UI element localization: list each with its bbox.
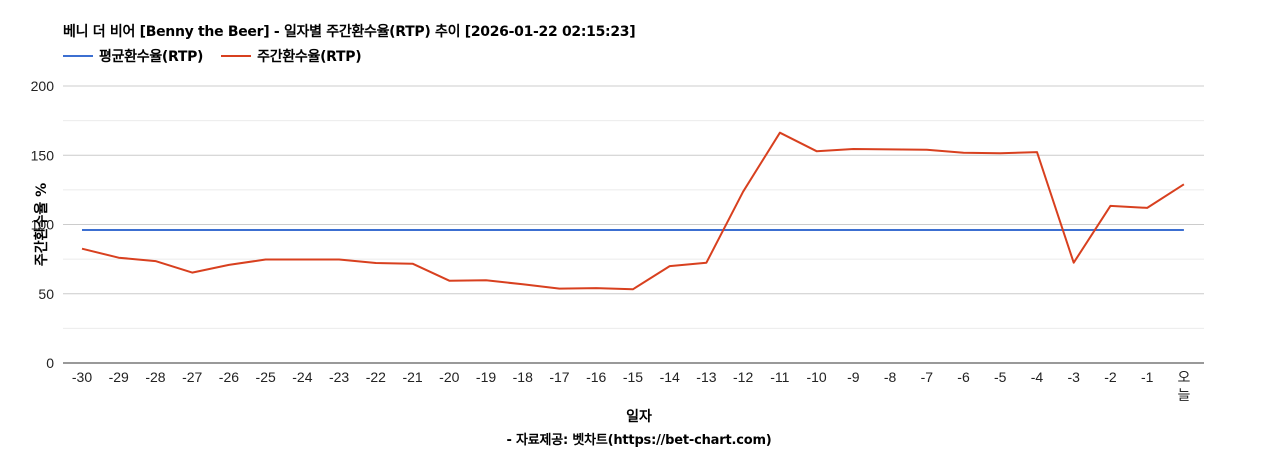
y-axis-ticks: 0 50 100 150 200 [31, 78, 55, 371]
legend-item-weekly-rtp[interactable]: 주간환수율(RTP) [221, 46, 362, 66]
x-tick-label: -18 [513, 369, 533, 385]
x-tick-label: -16 [586, 369, 606, 385]
legend-label: 주간환수율(RTP) [257, 49, 362, 65]
x-tick-label: -6 [957, 369, 970, 385]
chart-title: 베니 더 비어 [Benny the Beer] - 일자별 주간환수율(RTP… [63, 24, 636, 40]
x-tick-label: -21 [402, 369, 422, 385]
x-axis-ticks: -30 -29 -28 -27 -26 -25 -24 -23 -22 -21 -20 -19 -18-… [72, 369, 1191, 403]
legend: 평균환수율(RTP) 주간환수율(RTP) [63, 46, 379, 66]
legend-item-average-rtp[interactable]: 평균환수율(RTP) [63, 46, 203, 66]
x-tick-label: -12 [733, 369, 753, 385]
x-tick-label: -25 [256, 369, 276, 385]
x-tick-label: -13 [696, 369, 716, 385]
x-tick-label: -22 [366, 369, 386, 385]
x-tick-label: 늘 [1177, 387, 1190, 403]
data-credit-text: - 자료제공: 벳차트(https://bet-chart.com) [506, 433, 772, 448]
y-tick-label: 50 [38, 286, 54, 302]
legend-swatch-weekly-icon [221, 55, 252, 57]
x-tick-label: -4 [1031, 369, 1044, 385]
x-tick-label: -28 [145, 369, 165, 385]
x-tick-label: -9 [847, 369, 860, 385]
y-axis-title: 주간환수율 % [33, 183, 50, 266]
x-axis-title-text: 일자 [626, 409, 652, 425]
x-tick-label: -1 [1141, 369, 1154, 385]
weekly-rtp-line[interactable] [81, 131, 1185, 291]
gridlines [63, 85, 1204, 329]
data-credit: - 자료제공: 벳차트(https://bet-chart.com) [0, 429, 1268, 448]
y-tick-label: 0 [46, 355, 54, 371]
x-tick-label: -5 [994, 369, 1007, 385]
x-tick-label: -30 [72, 369, 92, 385]
x-tick-label: -7 [921, 369, 934, 385]
x-axis-title: 일자 [0, 406, 1268, 426]
x-tick-label: -8 [884, 369, 897, 385]
x-tick-label: -20 [439, 369, 459, 385]
x-tick-label: -17 [549, 369, 569, 385]
x-tick-label: -19 [476, 369, 496, 385]
x-tick-label: -2 [1104, 369, 1117, 385]
x-tick-label: 오 [1177, 369, 1190, 385]
x-tick-label: -29 [109, 369, 129, 385]
x-tick-label: -23 [329, 369, 349, 385]
x-tick-label: -3 [1067, 369, 1080, 385]
y-tick-label: 150 [31, 147, 55, 163]
x-tick-label: -10 [806, 369, 826, 385]
legend-label: 평균환수율(RTP) [99, 49, 204, 65]
x-tick-label: -14 [660, 369, 680, 385]
series-lines [81, 131, 1185, 291]
x-tick-label: -27 [182, 369, 202, 385]
x-tick-label: -26 [219, 369, 239, 385]
legend-swatch-average-icon [63, 55, 93, 57]
x-tick-label: -24 [292, 369, 312, 385]
y-tick-label: 200 [31, 78, 55, 94]
x-tick-label: -11 [770, 369, 789, 385]
x-tick-label: -15 [623, 369, 643, 385]
y-tick-label: 100 [31, 217, 55, 233]
